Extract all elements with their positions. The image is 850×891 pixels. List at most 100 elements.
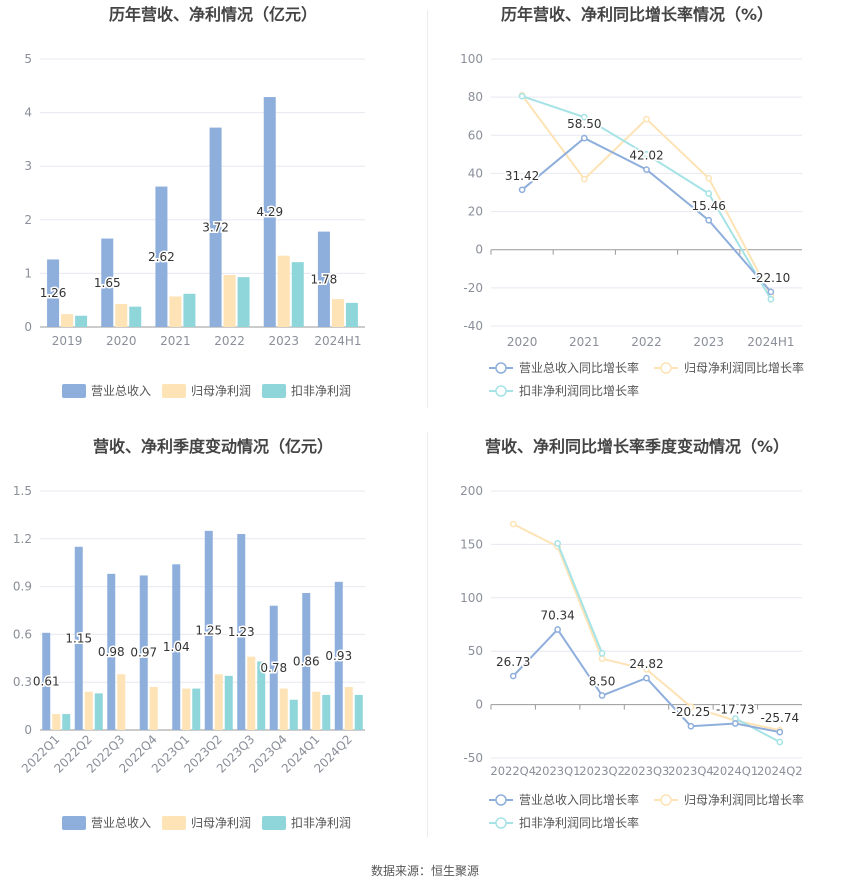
legend-item: 营业总收入同比增长率 xyxy=(489,792,639,807)
bar-net-profit xyxy=(182,688,191,730)
bar-revenue xyxy=(263,97,276,327)
x-tick-label: 2022 xyxy=(631,335,662,349)
y-tick-label: 4 xyxy=(24,106,32,120)
x-tick-label: 2024H1 xyxy=(747,335,794,349)
chart-2: 历年营收、净利同比增长率情况（%） -40 -20 0 20 40 60 80 100 2020 2… xyxy=(460,5,804,398)
legend-marker xyxy=(660,362,672,374)
bar-revenue xyxy=(155,186,168,327)
net-profit-growth-point xyxy=(643,115,650,123)
legend-label: 营业总收入 xyxy=(91,384,151,398)
revenue-growth-point xyxy=(643,674,650,682)
y-tick-label: 200 xyxy=(460,484,483,498)
revenue-growth-point xyxy=(509,672,517,680)
bar-data-label: 1.26 xyxy=(40,286,67,300)
bar-deducted-profit xyxy=(237,277,250,327)
legend-label: 扣非净利润同比增长率 xyxy=(519,383,639,398)
net-profit-growth-point xyxy=(643,666,650,673)
legend-item: 扣非净利润同比增长率 xyxy=(489,815,639,830)
deducted-profit-growth-point xyxy=(598,649,606,657)
x-tick-label: 2023 xyxy=(268,334,299,348)
bar-revenue xyxy=(139,575,148,730)
bar-revenue xyxy=(204,530,213,730)
legend-marker xyxy=(495,362,507,374)
x-tick-label: 2023Q1 xyxy=(535,764,581,778)
legend-marker xyxy=(495,817,507,829)
bar-net-profit xyxy=(61,314,74,327)
legend-marker xyxy=(660,794,672,806)
x-tick-label: 2019 xyxy=(52,334,83,348)
bar-deducted-profit xyxy=(224,675,233,730)
bar-revenue xyxy=(209,127,222,327)
deducted-profit-growth-point xyxy=(776,738,784,746)
line-data-label: -22.10 xyxy=(752,271,791,285)
legend-swatch xyxy=(262,816,286,830)
y-tick-label: 0 xyxy=(475,698,483,712)
bar-data-label: 1.23 xyxy=(228,625,255,639)
bar-deducted-profit xyxy=(322,694,331,730)
revenue-growth-point xyxy=(554,626,561,633)
y-tick-label: 0 xyxy=(24,320,32,334)
bar-net-profit xyxy=(149,686,158,730)
net-profit-growth-point xyxy=(598,655,606,663)
net-profit-growth-line xyxy=(512,523,781,732)
bar-data-label: 0.78 xyxy=(260,661,287,675)
bar-data-label: 0.86 xyxy=(293,654,320,668)
bar-data-label: 0.93 xyxy=(325,649,352,663)
y-tick-label: 0.3 xyxy=(13,675,32,689)
bar-revenue xyxy=(107,573,116,730)
line-data-label: 70.34 xyxy=(540,608,574,622)
legend-item: 扣非净利润 xyxy=(262,816,351,830)
line-data-label: -20.25 xyxy=(672,705,711,719)
line-data-label: 15.46 xyxy=(692,199,726,213)
revenue-growth-point xyxy=(705,216,713,224)
chart-3: 营收、净利季度变动情况（亿元）00.30.60.91.21.50.612022Q… xyxy=(13,437,365,830)
bar-data-label: 0.61 xyxy=(33,674,60,688)
bar-data-label: 1.15 xyxy=(65,631,92,645)
chart-title: 历年营收、净利情况（亿元） xyxy=(109,5,317,24)
bar-net-profit xyxy=(52,714,61,730)
bar-net-profit xyxy=(117,674,126,730)
bar-data-label: 2.62 xyxy=(148,250,175,264)
chart-title: 营收、净利同比增长率季度变动情况（%） xyxy=(485,437,789,456)
y-tick-label: 100 xyxy=(460,591,483,605)
bar-data-label: 1.25 xyxy=(195,623,222,637)
x-tick-label: 2024Q2 xyxy=(757,764,803,778)
legend-item: 扣非净利润 xyxy=(262,384,351,398)
y-tick-label: 0 xyxy=(24,723,32,737)
legend-label: 归母净利润同比增长率 xyxy=(684,360,804,375)
deducted-profit-growth-point xyxy=(580,113,588,121)
y-tick-label: 50 xyxy=(468,644,483,658)
revenue-growth-point xyxy=(776,728,784,736)
y-tick-label: 1.5 xyxy=(13,484,32,498)
x-tick-label: 2020 xyxy=(106,334,137,348)
x-tick-label: 2022 xyxy=(214,334,245,348)
bar-revenue xyxy=(334,581,343,730)
net-profit-growth-point xyxy=(687,703,695,711)
revenue-growth-point xyxy=(767,288,775,296)
line-data-label: 8.50 xyxy=(589,675,616,689)
net-profit-growth-line xyxy=(521,94,772,296)
y-tick-label: 20 xyxy=(468,205,483,219)
line-data-label: 26.73 xyxy=(496,655,530,669)
revenue-growth-point xyxy=(732,720,739,727)
bar-revenue xyxy=(269,605,278,730)
legend-label: 营业总收入同比增长率 xyxy=(519,792,639,807)
legend-label: 扣非净利润 xyxy=(291,384,351,398)
legend-item: 归母净利润同比增长率 xyxy=(654,792,804,807)
bar-data-label: 4.29 xyxy=(256,205,283,219)
bar-net-profit xyxy=(84,691,93,730)
revenue-growth-point xyxy=(687,722,695,730)
x-tick-label: 2022Q4 xyxy=(490,764,536,778)
line-data-label: -25.74 xyxy=(760,711,799,725)
y-tick-label: 100 xyxy=(460,52,483,66)
bar-net-profit xyxy=(169,296,182,327)
y-tick-label: -20 xyxy=(463,281,483,295)
bar-net-profit xyxy=(344,686,353,730)
legend-item: 营业总收入 xyxy=(62,816,151,830)
y-tick-label: 1.2 xyxy=(13,532,32,546)
y-tick-label: 40 xyxy=(468,166,483,180)
y-tick-label: 0 xyxy=(475,243,483,257)
deducted-profit-growth-line xyxy=(521,95,772,300)
bar-deducted-profit xyxy=(183,293,196,327)
bar-deducted-profit xyxy=(289,699,298,730)
